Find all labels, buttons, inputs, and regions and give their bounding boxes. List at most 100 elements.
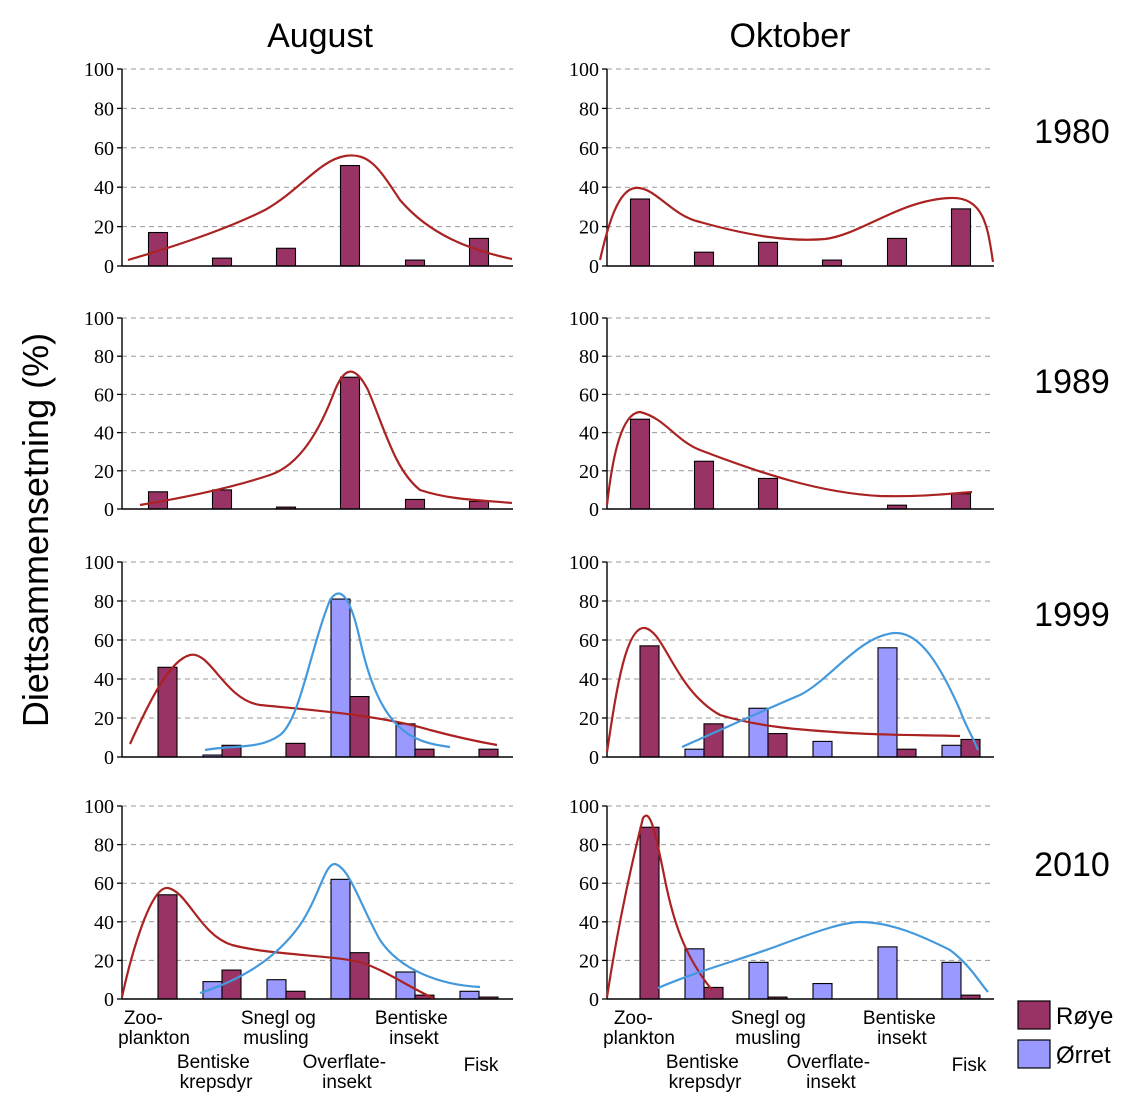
trend-curve-roye <box>127 154 513 262</box>
y-tick-label: 20 <box>579 217 599 239</box>
y-tick-label: 60 <box>579 630 599 652</box>
bar-orret <box>330 878 351 1000</box>
bar-roye <box>767 733 788 758</box>
bar-roye <box>629 198 651 267</box>
y-tick-label: 20 <box>94 950 114 972</box>
bar-orret <box>395 971 416 1000</box>
row-label-2010: 2010 <box>1034 846 1110 884</box>
bar-roye <box>404 498 426 510</box>
y-tick-label: 40 <box>579 177 599 199</box>
bar-roye <box>703 986 724 1000</box>
bar-orret <box>395 723 416 758</box>
y-tick-label: 0 <box>589 499 599 521</box>
panel-oktober-2010: 0 20 40 60 80 100 <box>569 796 994 1011</box>
panel-august-1980: 0 20 40 60 80 100 <box>84 59 513 278</box>
trend-curve-orret <box>657 920 989 993</box>
y-tick-label: 60 <box>579 138 599 160</box>
column-title-august: August <box>267 17 373 55</box>
y-tick-label: 20 <box>579 950 599 972</box>
bar-orret <box>941 961 962 1000</box>
row-label-1989: 1989 <box>1034 363 1110 401</box>
category-label-zooplankton: Zoo- plankton <box>118 1008 190 1049</box>
bar-orret <box>684 748 705 758</box>
bar-roye <box>157 666 178 758</box>
trend-curve-roye <box>120 886 434 999</box>
row-label-1980: 1980 <box>1034 113 1110 151</box>
bar-orret <box>330 598 351 758</box>
y-tick-label: 60 <box>579 873 599 895</box>
trend-curve-orret <box>204 592 451 752</box>
trend-curve-roye <box>139 370 513 507</box>
y-tick-label: 0 <box>104 256 114 278</box>
category-label-zooplankton: Zoo- plankton <box>603 1008 675 1049</box>
panel-august-1989: 0 20 40 60 80 100 <box>84 308 513 521</box>
bar-roye <box>285 990 306 1000</box>
y-tick-label: 0 <box>104 499 114 521</box>
y-tick-label: 80 <box>94 346 114 368</box>
y-tick-label: 40 <box>94 423 114 445</box>
bar-roye <box>693 460 715 510</box>
bar-roye <box>468 500 490 510</box>
y-tick-label: 60 <box>94 630 114 652</box>
y-tick-label: 60 <box>94 138 114 160</box>
trend-curves <box>120 154 995 999</box>
bar-roye <box>211 489 233 510</box>
panel-oktober-1989: 0 20 40 60 80 100 <box>569 308 994 521</box>
y-tick-label: 20 <box>94 217 114 239</box>
row-label-1999: 1999 <box>1034 596 1110 634</box>
bar-orret <box>877 647 898 758</box>
legend-swatch-roye <box>1017 1000 1051 1030</box>
bar-roye <box>950 493 972 510</box>
category-label-fisk: Fisk <box>464 1055 499 1076</box>
y-tick-label: 0 <box>104 989 114 1011</box>
bar-roye <box>404 259 426 267</box>
column-title-oktober: Oktober <box>730 17 851 55</box>
panel-august-1999: 0 20 40 60 80 100 <box>84 552 513 769</box>
bar-roye <box>757 477 779 510</box>
category-labels-august: Zoo- plankton Bentiske krepsdyr Snegl og… <box>118 1008 499 1093</box>
y-tick-label: 40 <box>579 423 599 445</box>
y-tick-label: 100 <box>84 59 114 81</box>
y-tick-label: 80 <box>94 591 114 613</box>
bar-orret <box>748 961 769 1000</box>
bar-roye <box>275 247 297 267</box>
category-label-bentiske-krepsdyr: Bentiske krepsdyr <box>666 1052 744 1093</box>
y-tick-label: 100 <box>569 59 599 81</box>
bar-orret <box>459 990 480 1000</box>
panel-oktober-1999: 0 20 40 60 80 100 <box>569 552 994 769</box>
y-tick-label: 40 <box>579 669 599 691</box>
panel-oktober-1980: 0 20 40 60 80 100 <box>569 59 994 278</box>
bar-roye <box>339 376 361 510</box>
y-tick-label: 0 <box>104 747 114 769</box>
legend-swatch-orret <box>1017 1039 1051 1069</box>
y-tick-label: 80 <box>94 835 114 857</box>
bar-orret <box>877 946 898 1000</box>
bar-roye <box>629 418 651 510</box>
trend-curve-roye <box>605 410 973 506</box>
y-tick-label: 20 <box>94 708 114 730</box>
category-label-snegl-og-musling: Snegl og musling <box>731 1008 811 1049</box>
y-tick-label: 20 <box>94 461 114 483</box>
y-tick-label: 60 <box>579 384 599 406</box>
y-tick-label: 100 <box>569 552 599 574</box>
y-tick-label: 80 <box>579 98 599 120</box>
category-label-bentiske-insekt: Bentiske insekt <box>375 1008 453 1049</box>
y-tick-label: 40 <box>94 669 114 691</box>
chart-panels: 0 20 40 60 80 100 0 20 40 60 80 100 0 20 40 60 80 100 0 20 4… <box>84 59 994 1011</box>
category-label-bentiske-insekt: Bentiske insekt <box>863 1008 941 1049</box>
category-label-overflate-insekt: Overflate- insekt <box>303 1052 392 1093</box>
y-tick-label: 100 <box>569 308 599 330</box>
bar-roye <box>639 826 660 1000</box>
bar-roye <box>285 742 306 758</box>
y-tick-label: 40 <box>579 912 599 934</box>
trend-curve-roye <box>605 814 713 998</box>
category-label-overflate-insekt: Overflate- insekt <box>787 1052 876 1093</box>
bar-roye <box>478 748 499 758</box>
panel-august-2010: 0 20 40 60 80 100 <box>84 796 513 1011</box>
legend: Røye Ørret <box>1017 1000 1113 1069</box>
category-labels-oktober: Zoo- plankton Bentiske krepsdyr Snegl og… <box>603 1008 987 1093</box>
y-tick-label: 80 <box>579 835 599 857</box>
y-tick-label: 60 <box>94 384 114 406</box>
y-tick-label: 100 <box>84 552 114 574</box>
